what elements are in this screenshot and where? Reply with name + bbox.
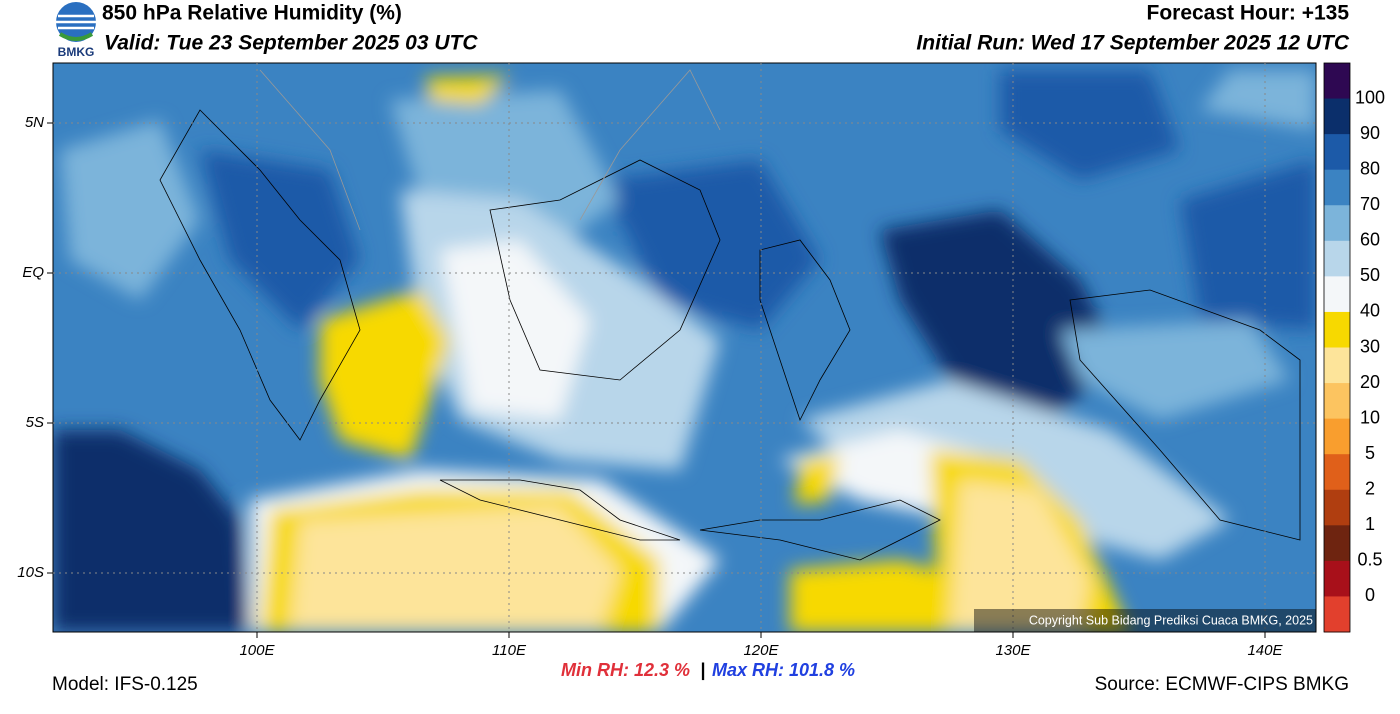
colorbar: 100 90 80 70 60 50 40 30 20 10 5 2 1 0.5 0 <box>1323 62 1385 633</box>
colorbar-label: 5 <box>1365 443 1375 463</box>
lat-label: 5N <box>25 114 44 131</box>
colorbar-segment <box>1324 134 1350 171</box>
logo: BMKG <box>56 2 96 59</box>
colorbar-segment <box>1324 347 1350 384</box>
colorbar-segment <box>1324 596 1350 633</box>
colorbar-segment <box>1324 489 1350 526</box>
colorbar-segment <box>1324 418 1350 455</box>
colorbar-label: 10 <box>1360 407 1380 427</box>
colorbar-label: 40 <box>1360 301 1380 321</box>
lat-label: 10S <box>17 564 44 581</box>
graticule: 5N EQ 5S 10S 100E 110E 120E 130E 140E <box>17 63 1316 659</box>
colorbar-segment <box>1324 240 1350 277</box>
lat-label: EQ <box>22 264 44 281</box>
map-frame <box>52 62 1317 633</box>
colorbar-segment <box>1324 454 1350 491</box>
lat-label: 5S <box>26 414 44 431</box>
min-rh: Min RH: 12.3 % <box>561 660 690 680</box>
colorbar-label: 100 <box>1355 87 1385 107</box>
colorbar-label: 50 <box>1360 265 1380 285</box>
lon-label: 100E <box>239 642 275 659</box>
colorbar-segment <box>1324 525 1350 562</box>
initial-run: Initial Run: Wed 17 September 2025 12 UT… <box>916 32 1349 55</box>
colorbar-segment <box>1324 205 1350 242</box>
separator: | <box>700 660 705 680</box>
lon-label: 120E <box>743 642 779 659</box>
source: Source: ECMWF-CIPS BMKG <box>1095 674 1349 695</box>
colorbar-label: 60 <box>1360 230 1380 250</box>
colorbar-label: 0.5 <box>1357 550 1382 570</box>
colorbar-label: 70 <box>1360 194 1380 214</box>
model: Model: IFS-0.125 <box>52 674 198 695</box>
colorbar-label: 2 <box>1365 479 1375 499</box>
copyright-box <box>974 609 1316 632</box>
colorbar-segment <box>1324 98 1350 135</box>
colorbar-segment <box>1324 560 1350 597</box>
colorbar-segment <box>1324 276 1350 313</box>
colorbar-label: 0 <box>1365 585 1375 605</box>
colorbar-segment <box>1324 383 1350 420</box>
valid-time: Valid: Tue 23 September 2025 03 UTC <box>104 32 478 55</box>
title: 850 hPa Relative Humidity (%) <box>102 2 402 25</box>
max-rh: Max RH: 101.8 % <box>712 660 855 680</box>
lon-label: 140E <box>1247 642 1283 659</box>
colorbar-frame <box>1323 62 1351 633</box>
colorbar-label: 1 <box>1365 514 1375 534</box>
colorbar-segment <box>1324 311 1350 348</box>
logo-text: BMKG <box>58 45 95 59</box>
lon-label: 110E <box>492 642 527 659</box>
colorbar-label: 20 <box>1360 372 1380 392</box>
colorbar-label: 30 <box>1360 336 1380 356</box>
humidity-field <box>53 63 1316 632</box>
colorbar-segment <box>1324 63 1350 100</box>
lon-label: 130E <box>995 642 1031 659</box>
colorbar-segment <box>1324 169 1350 206</box>
colorbar-label: 80 <box>1360 158 1380 178</box>
forecast-hour: Forecast Hour: +135 <box>1147 2 1350 25</box>
copyright: Copyright Sub Bidang Prediksi Cuaca BMKG… <box>1029 613 1313 627</box>
colorbar-label: 90 <box>1360 123 1380 143</box>
